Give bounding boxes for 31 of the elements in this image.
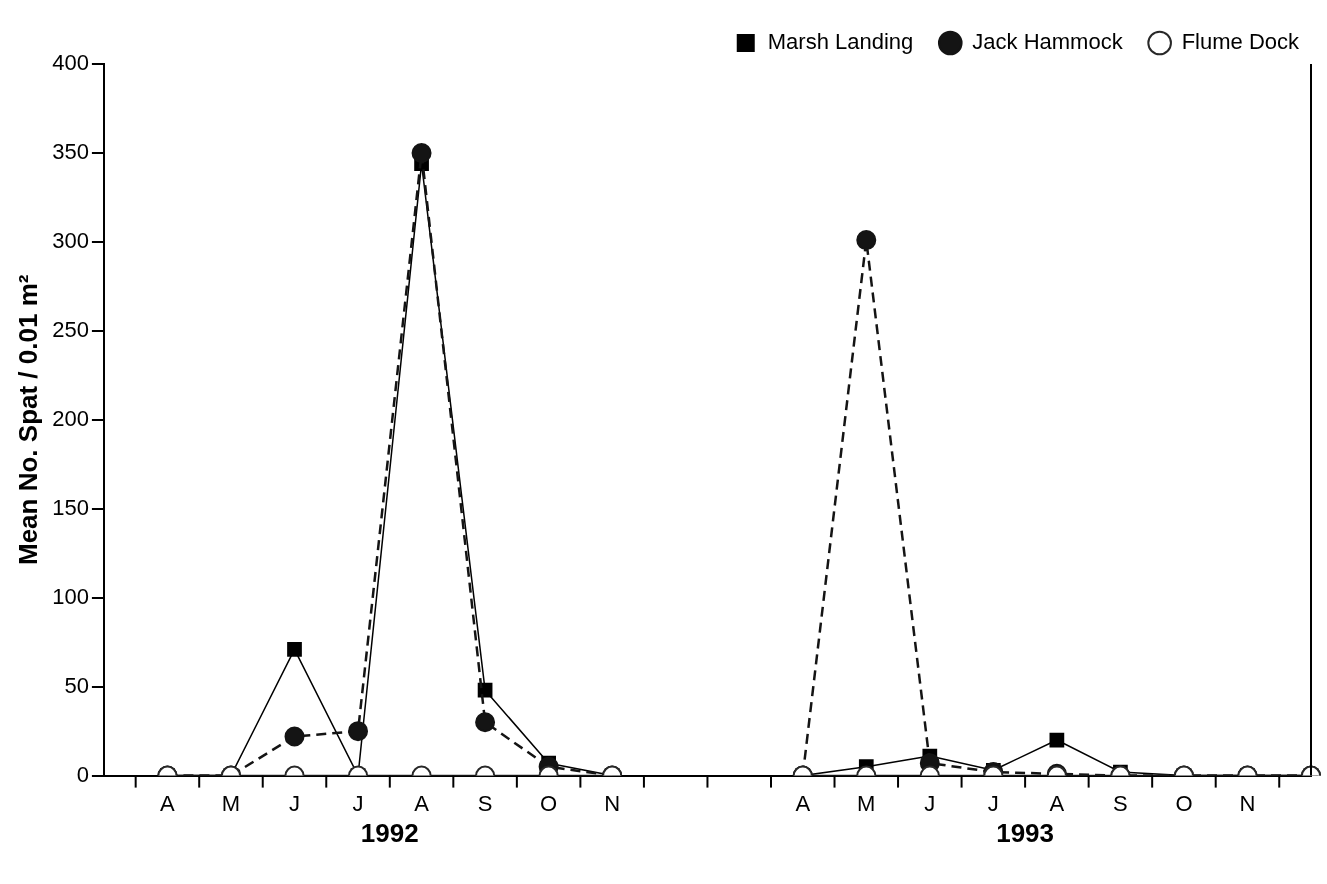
text: 1992 (360, 817, 419, 848)
y-tick-label: 200 (52, 405, 89, 431)
x-tick-label: A (1049, 790, 1065, 816)
y-tick-label: 50 (64, 672, 89, 698)
x-tick-label: O (1175, 790, 1193, 816)
x-tick-label: J (987, 790, 999, 816)
legend-label: Marsh Landing (767, 29, 914, 55)
x-tick-label: J (352, 790, 364, 816)
y-tick-label: 250 (52, 316, 89, 342)
x-tick-label: S (1113, 790, 1128, 816)
x-tick-label: A (795, 790, 811, 816)
y-tick-label: 100 (52, 583, 89, 609)
x-tick-label: A (414, 790, 430, 816)
x-tick-label: J (289, 790, 300, 816)
y-tick-label: 350 (52, 139, 89, 165)
y-tick-label: 0 (76, 761, 89, 787)
y-axis-title: Mean No. Spat / 0.01 m² (12, 274, 43, 565)
legend-label: Jack Hammock (972, 29, 1124, 55)
x-tick-label: M (857, 790, 876, 816)
y-tick-label: 150 (52, 494, 89, 520)
x-tick-label: N (1239, 790, 1256, 816)
x-tick-label: S (477, 790, 493, 816)
legend-label: Flume Dock (1181, 29, 1300, 55)
x-tick-label: N (604, 790, 621, 816)
y-tick-label: 400 (52, 50, 89, 76)
y-tick-label: 300 (52, 227, 89, 253)
x-tick-label: A (160, 790, 176, 816)
x-tick-label: O (540, 790, 558, 816)
x-tick-label: M (221, 790, 241, 816)
text: 1993 (996, 817, 1055, 848)
x-tick-label: J (924, 790, 936, 816)
